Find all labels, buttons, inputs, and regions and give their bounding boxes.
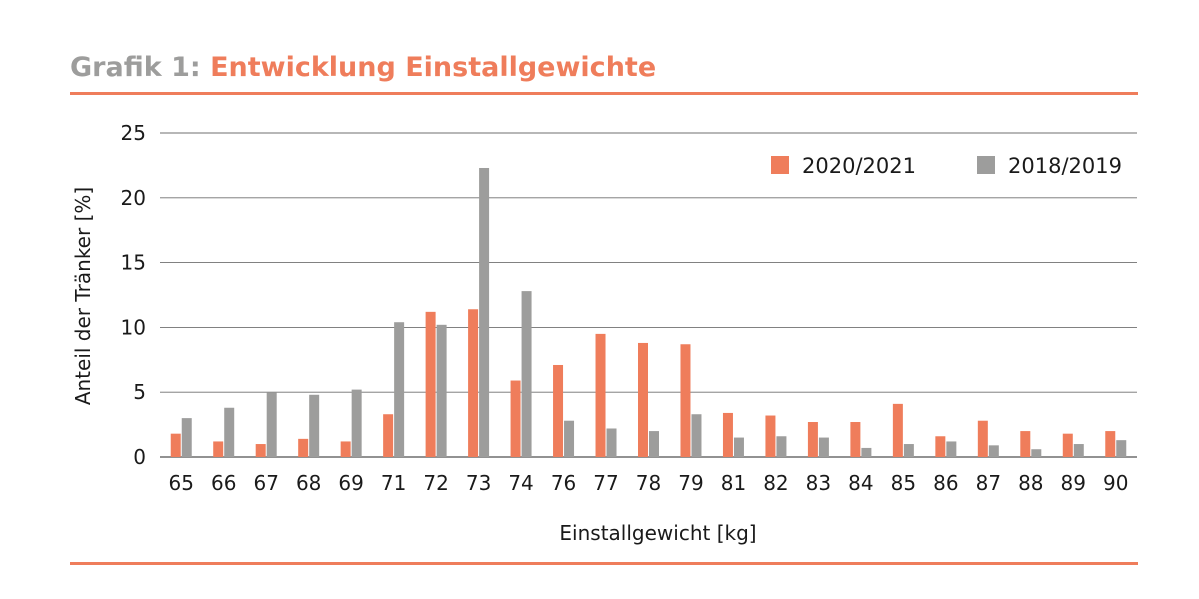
- bar-2018-2019-71: [394, 322, 405, 457]
- x-tick-label: 85: [891, 471, 916, 495]
- bar-2020-2021-77: [595, 333, 606, 457]
- bar-2020-2021-68: [298, 438, 309, 457]
- bar-2020-2021-84: [850, 422, 861, 457]
- chart-title-prefix: Grafik 1:: [70, 52, 201, 83]
- bar-2018-2019-67: [266, 392, 277, 457]
- bar-2020-2021-87: [977, 420, 988, 457]
- bar-2020-2021-73: [468, 309, 479, 457]
- chart-title: Grafik 1: Entwicklung Einstallgewichte: [70, 52, 656, 83]
- bar-2018-2019-65: [181, 418, 192, 457]
- bar-2020-2021-86: [935, 436, 946, 457]
- x-tick-label: 76: [551, 471, 576, 495]
- y-tick-label: 25: [121, 121, 146, 145]
- x-tick-label: 78: [636, 471, 661, 495]
- bar-2018-2019-86: [946, 441, 957, 457]
- bar-2020-2021-69: [340, 441, 351, 457]
- x-tick-label: 69: [338, 471, 363, 495]
- bar-2020-2021-74: [510, 380, 521, 457]
- bar-2020-2021-85: [892, 403, 903, 457]
- x-tick-label: 86: [933, 471, 958, 495]
- bar-2020-2021-66: [213, 441, 224, 457]
- bar-2020-2021-71: [383, 414, 394, 457]
- title-divider: [70, 92, 1138, 95]
- bar-2020-2021-76: [553, 364, 564, 457]
- x-axis-categories: 65 66 67 68 69 71 72 73 74 76 77 78 79 81 82 83 84 85 86 87…: [169, 471, 1129, 495]
- chart-gridlines: [160, 132, 1137, 458]
- bar-2018-2019-90: [1116, 440, 1127, 457]
- x-tick-label: 68: [296, 471, 321, 495]
- x-tick-label: 79: [678, 471, 703, 495]
- x-tick-label: 77: [593, 471, 618, 495]
- bar-2018-2019-84: [861, 447, 872, 457]
- bar-2020-2021-67: [255, 444, 266, 457]
- y-tick-label: 15: [121, 251, 146, 275]
- x-tick-label: 88: [1018, 471, 1043, 495]
- legend-label-2020-2021: 2020/2021: [802, 154, 916, 178]
- x-tick-label: 81: [721, 471, 746, 495]
- x-tick-label: 90: [1103, 471, 1128, 495]
- x-tick-label: 82: [763, 471, 788, 495]
- bar-2018-2019-88: [1031, 449, 1042, 457]
- y-tick-label: 0: [133, 445, 146, 469]
- footer-divider: [70, 562, 1138, 565]
- x-tick-label: 65: [169, 471, 194, 495]
- x-tick-label: 84: [848, 471, 873, 495]
- chart-bars: [170, 167, 1127, 457]
- bar-2020-2021-83: [807, 422, 818, 457]
- bar-2018-2019-68: [309, 394, 320, 457]
- x-tick-label: 74: [508, 471, 533, 495]
- y-axis-ticks: 0 5 10 15 20 25: [121, 121, 146, 469]
- chart-title-main: Entwicklung Einstallgewichte: [210, 52, 657, 83]
- legend-label-2018-2019: 2018/2019: [1008, 154, 1122, 178]
- bar-2018-2019-82: [776, 436, 787, 457]
- bar-2020-2021-78: [638, 342, 648, 457]
- y-tick-label: 5: [133, 380, 146, 404]
- x-tick-label: 89: [1061, 471, 1086, 495]
- x-tick-label: 83: [806, 471, 831, 495]
- x-tick-label: 87: [976, 471, 1001, 495]
- x-tick-label: 72: [423, 471, 448, 495]
- x-tick-label: 67: [253, 471, 278, 495]
- bar-2018-2019-72: [436, 324, 447, 457]
- bar-2018-2019-76: [564, 420, 575, 457]
- legend-swatch-2018-2019: [977, 156, 995, 174]
- bar-2018-2019-81: [733, 437, 744, 457]
- chart-legend: 2020/2021 2018/2019: [771, 154, 1122, 178]
- x-tick-label: 71: [381, 471, 406, 495]
- bar-2018-2019-79: [691, 414, 702, 457]
- bar-2018-2019-83: [818, 437, 829, 457]
- bar-2018-2019-69: [351, 389, 362, 457]
- y-tick-label: 20: [121, 186, 146, 210]
- bar-2018-2019-77: [606, 428, 617, 457]
- bar-2020-2021-90: [1105, 431, 1116, 457]
- bar-2018-2019-85: [903, 444, 914, 457]
- bar-2020-2021-89: [1062, 433, 1073, 457]
- x-tick-label: 73: [466, 471, 491, 495]
- bar-2018-2019-89: [1073, 444, 1084, 457]
- x-axis-label: Einstallgewicht [kg]: [559, 521, 756, 545]
- bar-2018-2019-74: [521, 291, 532, 457]
- bar-2018-2019-66: [224, 407, 235, 457]
- bar-2020-2021-88: [1020, 431, 1031, 457]
- bar-2018-2019-78: [649, 431, 659, 457]
- bar-2020-2021-81: [722, 412, 733, 457]
- bar-2018-2019-73: [479, 167, 490, 457]
- x-tick-label: 66: [211, 471, 236, 495]
- bar-2020-2021-82: [765, 415, 776, 457]
- bar-2018-2019-87: [988, 445, 999, 457]
- bar-2020-2021-65: [170, 433, 181, 457]
- bar-2020-2021-79: [680, 344, 691, 457]
- y-tick-label: 10: [121, 315, 146, 339]
- y-axis-label: Anteil der Tränker [%]: [71, 187, 95, 405]
- bar-2020-2021-72: [425, 311, 436, 457]
- legend-swatch-2020-2021: [771, 156, 789, 174]
